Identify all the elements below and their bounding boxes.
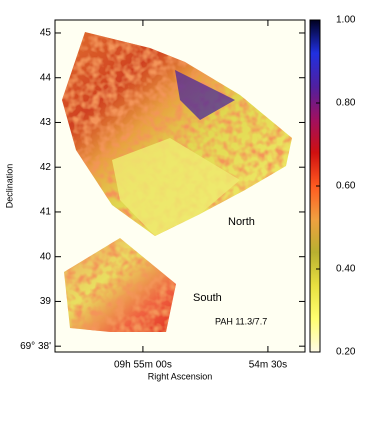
colorbar-tick-label: 0.20 [336,347,356,358]
north-high-patch [175,70,235,120]
x-tick-label: 09h 55m 00s [114,360,172,371]
colorbar-tick-label: 0.80 [336,98,356,109]
x-tick-label: 54m 30s [249,360,287,371]
y-tick-label: 45 [40,28,52,39]
y-axis-label: Declination [4,164,14,209]
plot-frame [54,19,306,353]
y-tick-label: 39 [40,296,52,307]
y-tick-label: 40 [40,251,52,262]
colorbar-tick-label: 0.40 [336,264,356,275]
south-region [64,238,176,332]
colorbar-tick-label: 1.00 [336,15,356,26]
north-low-patch [112,138,240,236]
y-tick-label: 44 [40,72,52,83]
y-tick-label: 41 [40,207,52,218]
colorbar-tick-label: 0.60 [336,181,356,192]
annotation: North [228,216,255,228]
annotation: PAH 11.3/7.7 [215,316,267,326]
x-axis-label: Right Ascension [148,371,213,381]
y-tick-label: 43 [40,117,52,128]
y-tick-label: 69° 38' [20,341,51,352]
annotation: South [193,292,222,304]
y-tick-label: 42 [40,162,52,173]
